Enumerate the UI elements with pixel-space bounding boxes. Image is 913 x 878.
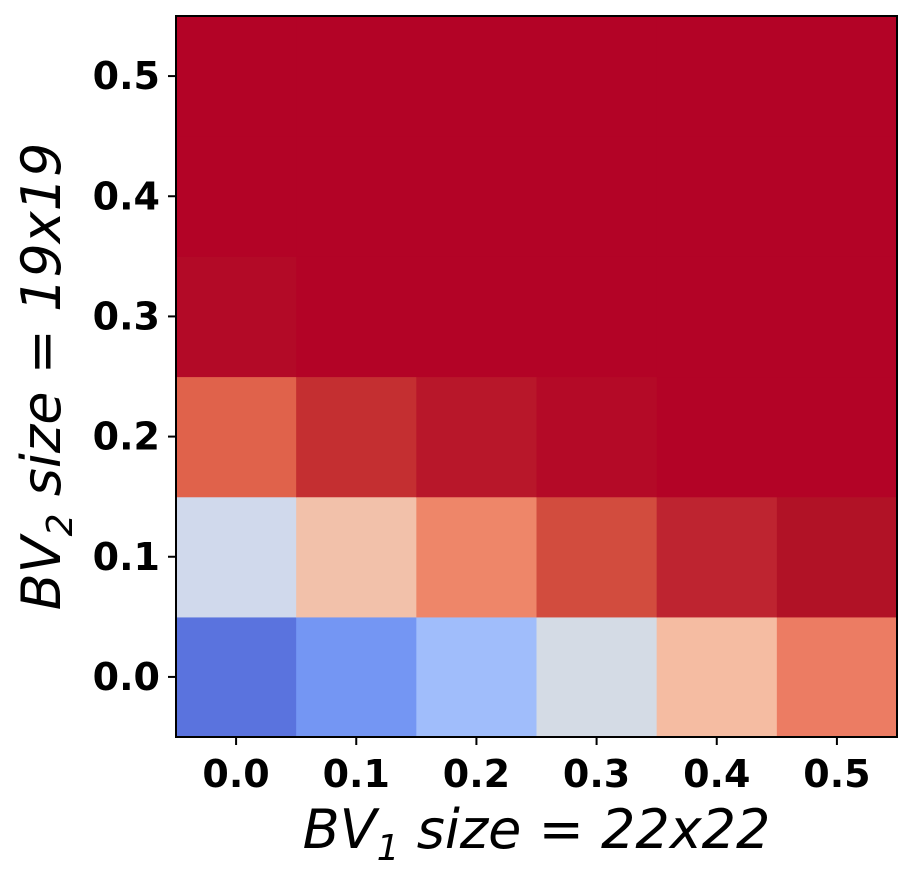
y-axis-ticks: 0.0 0.1 0.2 0.3 0.4 0.5	[93, 54, 176, 699]
heatmap-cell	[536, 376, 658, 498]
x-tick-label: 0.0	[202, 752, 269, 796]
heatmap-cells	[176, 16, 898, 738]
heatmap-cell	[776, 496, 898, 618]
heatmap-cell	[656, 376, 778, 498]
heatmap-cell	[296, 16, 417, 137]
heatmap-cell	[536, 16, 658, 137]
heatmap-cell	[416, 16, 538, 137]
heatmap-cell	[296, 136, 417, 257]
heatmap-cell	[776, 136, 898, 257]
heatmap-cell	[416, 616, 538, 738]
heatmap-cell	[176, 616, 297, 738]
x-tick-label: 0.1	[323, 752, 390, 796]
y-tick-label: 0.4	[93, 174, 160, 218]
y-axis-label: BV2 size = 19x19	[10, 143, 81, 611]
heatmap-cell	[656, 496, 778, 618]
heatmap-cell	[656, 16, 778, 137]
heatmap-cell	[536, 616, 658, 738]
heatmap-cell	[776, 256, 898, 378]
heatmap-cell	[176, 16, 297, 137]
y-tick-label: 0.5	[93, 54, 160, 98]
x-axis-label-subscript: 1	[377, 828, 400, 869]
y-axis-label-subscript: 2	[40, 513, 81, 536]
heatmap-cell	[416, 496, 538, 618]
y-axis-label-suffix: size = 19x19	[10, 143, 73, 514]
heatmap-cell	[176, 376, 297, 498]
heatmap-cell	[296, 496, 417, 618]
heatmap-cell	[776, 376, 898, 498]
x-axis-label: BV1 size = 22x22	[303, 798, 771, 869]
x-axis-ticks: 0.0 0.1 0.2 0.3 0.4 0.5	[202, 737, 871, 796]
heatmap-cell	[536, 256, 658, 378]
y-tick-label: 0.3	[93, 294, 160, 338]
heatmap-cell	[656, 256, 778, 378]
plot-frame	[175, 15, 898, 738]
y-tick-label: 0.1	[93, 535, 160, 579]
heatmap-cell	[296, 616, 417, 738]
heatmap-cell	[536, 496, 658, 618]
heatmap-cell	[296, 376, 417, 498]
heatmap-cell	[416, 136, 538, 257]
heatmap-cell	[656, 616, 778, 738]
x-tick-label: 0.3	[563, 752, 630, 796]
y-axis-label-main: BV	[10, 532, 73, 610]
heatmap-cell	[176, 256, 297, 378]
y-tick-label: 0.0	[93, 655, 160, 699]
heatmap-cell	[536, 136, 658, 257]
heatmap-cell	[776, 16, 898, 137]
heatmap-cell	[296, 256, 417, 378]
heatmap-cell	[176, 136, 297, 257]
x-axis-label-main: BV	[303, 798, 381, 861]
heatmap-cell	[176, 496, 297, 618]
y-tick-label: 0.2	[93, 415, 160, 459]
heatmap-cell	[656, 136, 778, 257]
x-axis-label-suffix: size = 22x22	[400, 798, 771, 861]
heatmap-cell	[776, 616, 898, 738]
heatmap-cell	[416, 376, 538, 498]
x-tick-label: 0.2	[443, 752, 510, 796]
x-tick-label: 0.4	[683, 752, 750, 796]
heatmap-cell	[416, 256, 538, 378]
x-tick-label: 0.5	[803, 752, 870, 796]
